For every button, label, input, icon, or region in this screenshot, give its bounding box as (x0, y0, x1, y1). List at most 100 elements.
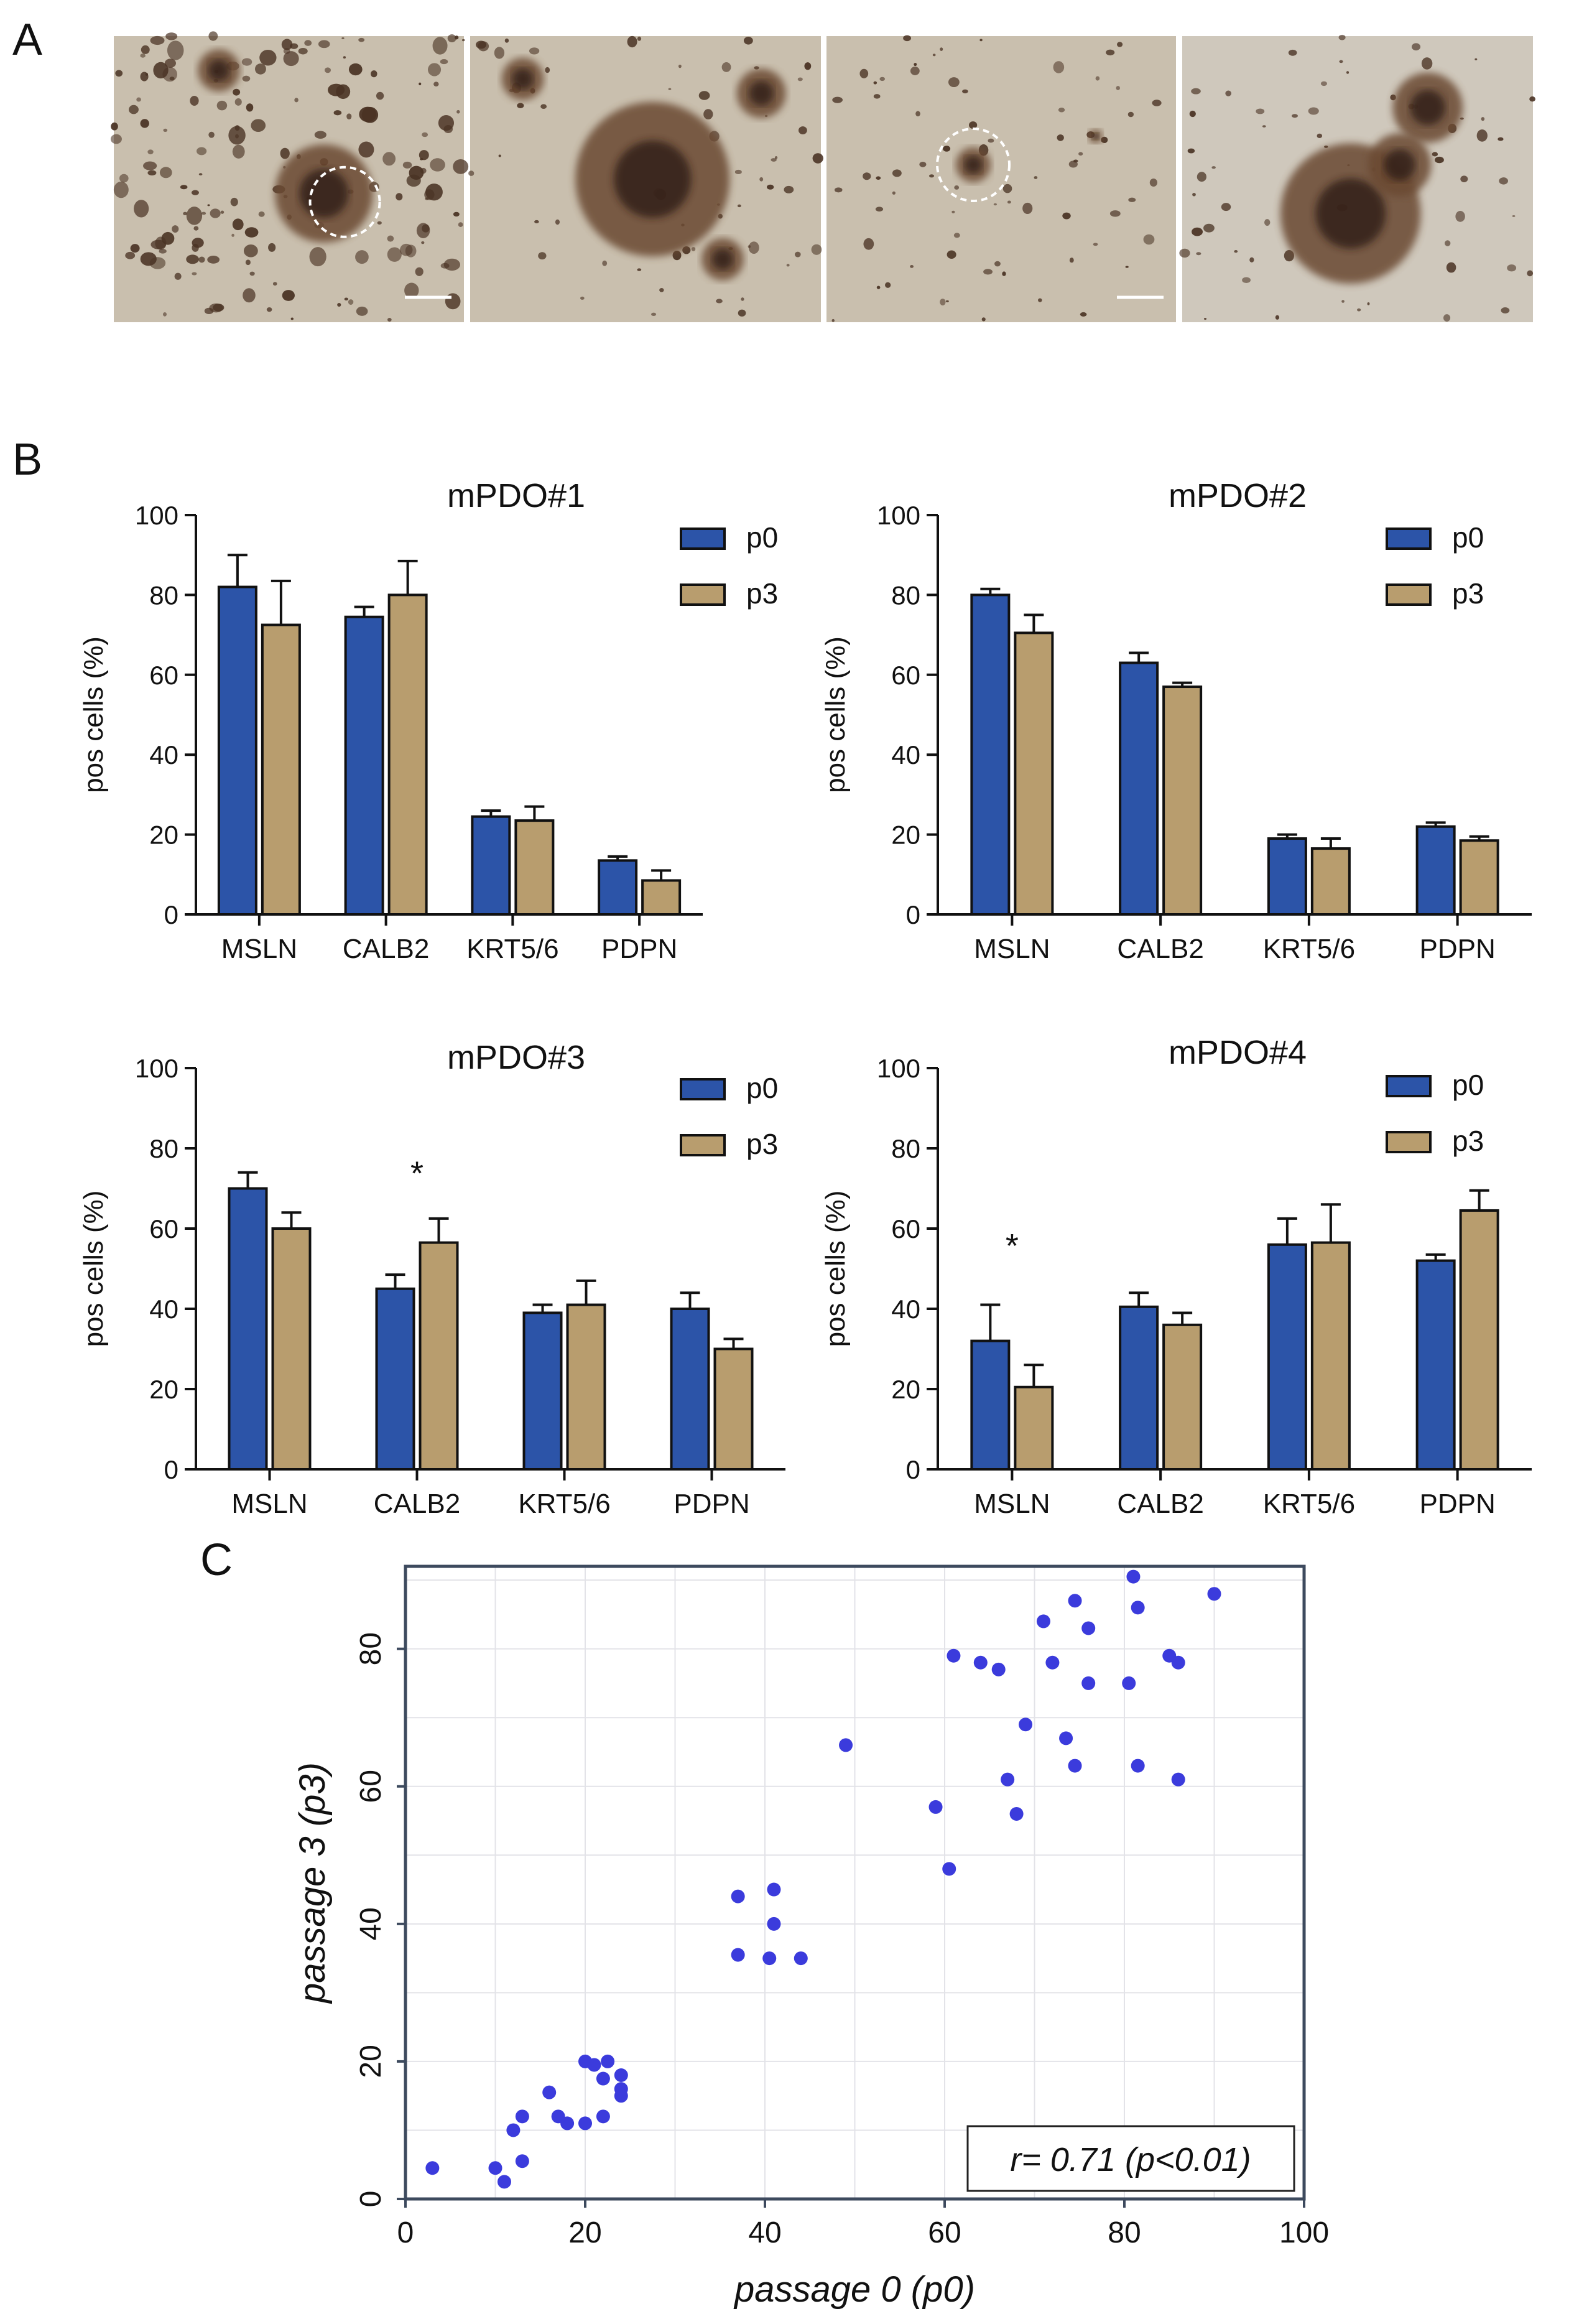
cell-cluster (1106, 49, 1115, 56)
cell-cluster (150, 35, 165, 45)
cell-cluster (784, 185, 794, 193)
cell-cluster (140, 53, 146, 58)
bar-p0 (1267, 1243, 1307, 1471)
cell-cluster (246, 103, 254, 112)
cell-cluster (258, 211, 265, 217)
y-tick-label: 100 (877, 501, 920, 530)
cell-cluster (143, 161, 157, 170)
scatter-point (601, 2054, 615, 2068)
y-tick-label: 100 (877, 1054, 920, 1083)
cell-cluster (478, 41, 489, 52)
organoid-core (964, 156, 983, 174)
highlight-circle (936, 128, 1011, 202)
cell-cluster (703, 109, 713, 119)
cell-cluster (1221, 203, 1231, 211)
cell-cluster (416, 223, 430, 238)
cell-cluster (910, 265, 914, 268)
cell-cluster (651, 312, 657, 316)
cell-cluster (1434, 156, 1444, 164)
y-tick-label: 60 (149, 1214, 178, 1243)
panel-label-a: A (12, 15, 42, 65)
cell-cluster (343, 56, 346, 59)
scatter-point (731, 1889, 745, 1903)
bar-p3 (271, 1227, 312, 1471)
cell-cluster (1357, 308, 1361, 312)
cell-cluster (387, 318, 392, 322)
cell-cluster (1192, 193, 1196, 197)
cell-cluster (421, 241, 425, 244)
x-tick-label: 60 (928, 2216, 961, 2249)
cell-cluster (659, 288, 664, 292)
y-tick-label: 40 (149, 1294, 178, 1324)
bar-p3 (1162, 686, 1203, 916)
cell-cluster (498, 154, 501, 157)
scatter-point (1131, 1759, 1145, 1773)
cell-cluster (172, 225, 179, 233)
cell-cluster (903, 35, 912, 42)
organoid-core (1315, 178, 1386, 249)
cell-cluster (1117, 42, 1123, 47)
cell-cluster (201, 211, 206, 215)
cell-cluster (1446, 262, 1456, 273)
cell-cluster (1324, 145, 1328, 148)
cell-cluster (409, 165, 424, 180)
scatter-point (762, 1951, 777, 1966)
scatter-point (515, 2154, 529, 2168)
y-tick-label: 100 (135, 1054, 178, 1083)
scatter-point (614, 2089, 628, 2103)
cell-cluster (147, 170, 157, 176)
cell-cluster (1443, 314, 1451, 322)
cell-cluster (207, 255, 220, 264)
bar-p0 (1415, 1259, 1456, 1471)
cell-cluster (298, 47, 308, 55)
bar-p0 (670, 1308, 710, 1471)
x-tick-label: 0 (397, 2216, 414, 2249)
cell-cluster (691, 247, 696, 251)
cell-cluster (242, 75, 251, 82)
cell-cluster (945, 300, 949, 302)
cell-cluster (962, 89, 968, 94)
cell-cluster (737, 204, 741, 208)
bar-p3 (514, 819, 555, 916)
cell-cluster (208, 31, 218, 41)
scatter-point (1171, 1655, 1185, 1670)
cell-cluster (797, 77, 803, 81)
scatter-point (1009, 1806, 1024, 1821)
cell-cluster (1498, 137, 1504, 141)
y-tick-label: 40 (149, 740, 178, 769)
cell-cluster (191, 190, 199, 195)
cell-cluster (387, 247, 402, 262)
cell-cluster (873, 94, 881, 99)
cell-cluster (1512, 215, 1516, 217)
cell-cluster (216, 100, 228, 111)
scatter-point (991, 1662, 1006, 1676)
cell-cluster (555, 219, 560, 225)
cell-cluster (198, 173, 203, 176)
cell-cluster (113, 181, 129, 198)
y-tick-label: 0 (164, 900, 178, 929)
scatter-point (587, 2058, 601, 2072)
cell-cluster (1292, 114, 1299, 118)
scatter-point (1081, 1621, 1096, 1635)
cell-cluster (771, 158, 777, 162)
cell-cluster (1444, 240, 1451, 246)
cell-cluster (914, 63, 917, 67)
scatter-point (1126, 1569, 1141, 1584)
cell-cluster (1455, 210, 1465, 222)
legend-label: p0 (1452, 521, 1484, 554)
scatter-point (1059, 1731, 1073, 1745)
legend-swatch-p0 (680, 1078, 726, 1100)
legend-swatch-p0 (1386, 1075, 1432, 1097)
cell-cluster (230, 197, 238, 207)
cell-cluster (147, 149, 154, 155)
scatter-point (596, 2109, 610, 2124)
legend-swatch-p0 (1386, 528, 1432, 550)
cell-cluster (192, 272, 197, 276)
legend-label: p3 (746, 1128, 778, 1160)
cell-cluster (428, 63, 442, 77)
bar-p3 (713, 1347, 754, 1471)
y-tick-label: 60 (149, 661, 178, 690)
cell-cluster (119, 174, 129, 183)
legend-swatch-p3 (680, 583, 726, 606)
cell-cluster (943, 146, 951, 152)
